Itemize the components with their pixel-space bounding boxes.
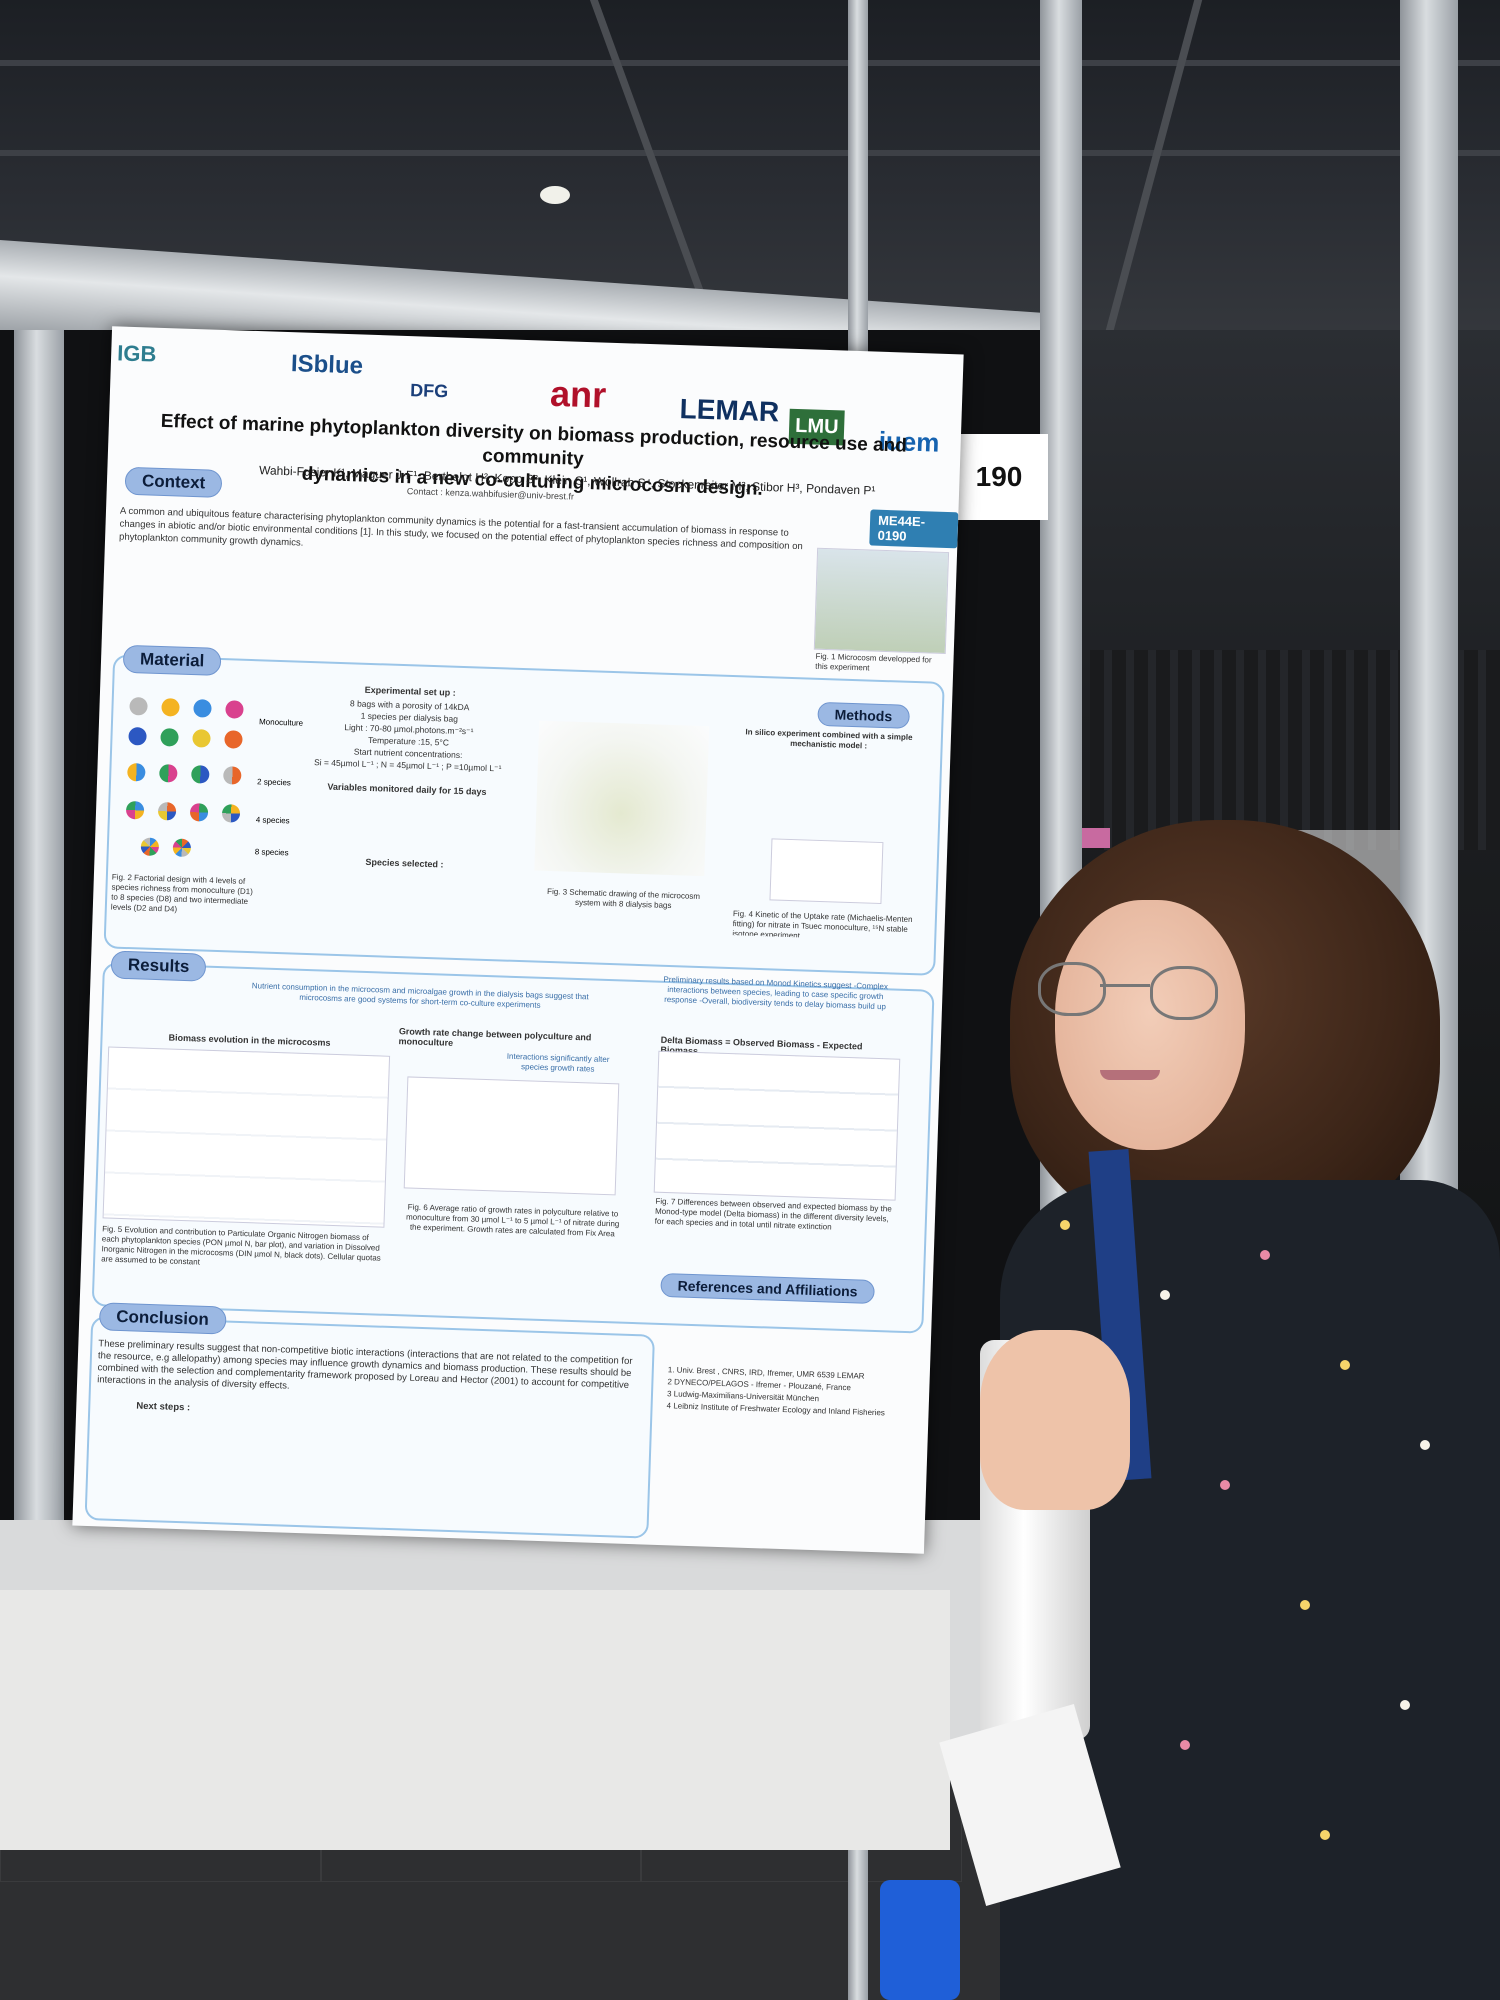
ceiling-truss [1105,0,1203,330]
logo-anr: anr [549,372,607,416]
section-methods: Methods [817,701,910,729]
logo-igb: IGB [116,340,157,367]
logo-dfg: DFG [409,380,449,402]
poster-number-card: 190 [950,434,1048,520]
ceiling-truss [589,0,719,330]
ceiling-beam [0,150,1500,156]
section-conclusion: Conclusion [98,1302,227,1335]
logo-lemar: LEMAR [679,393,780,428]
fig2-caption: Fig. 2 Factorial design with 4 levels of… [110,872,253,914]
person-mouth [1100,1070,1160,1080]
fig1-caption: Fig. 1 Microcosm developped for this exp… [815,651,932,673]
fig6-caption: Fig. 6 Average ratio of growth rates in … [405,1202,620,1239]
ceiling-light [540,186,570,204]
microcosm-photo [813,547,950,655]
section-material: Material [122,644,222,677]
logo-isblue: ISblue [290,350,364,380]
level-label: 4 species [255,815,290,826]
microcosm-schematic [534,720,710,877]
level-label: Monoculture [258,717,304,728]
fig5-biomass-chart [102,1046,391,1228]
level-label: 2 species [256,777,292,788]
blouse-flower [1060,1220,1070,1230]
blue-bag [880,1880,960,2000]
glasses-left-lens [1038,962,1106,1016]
frame-post-left [14,330,64,1530]
poster: IGB ISblue DFG anr LEMAR LMU iuem Effect… [72,326,964,1554]
context-text: A common and ubiquitous feature characte… [118,505,803,553]
blouse-flower [1220,1480,1230,1490]
section-results: Results [110,950,207,982]
results-note-2: Preliminary results based on Monod Kinet… [663,974,889,1012]
blouse-flower [1260,1250,1270,1260]
distant-sign [1080,828,1110,848]
blouse-flower [1320,1830,1330,1840]
fig5-caption: Fig. 5 Evolution and contribution to Par… [101,1224,381,1267]
fig7-delta-chart [653,1050,901,1201]
chart6-note: Interactions significantly alter species… [506,1051,610,1074]
section-context: Context [124,466,223,498]
blouse-flower [1180,1740,1190,1750]
fig7-caption: Fig. 7 Differences between observed and … [654,1196,892,1232]
blouse-flower [1160,1290,1170,1300]
level-label: 8 species [254,847,289,858]
fig4-uptake-chart [769,838,884,905]
glasses-bridge [1100,984,1150,987]
blouse-flower [1420,1440,1430,1450]
blouse-flower [1400,1700,1410,1710]
paper-sheet [0,1590,950,1850]
poster-code-badge: ME44E-0190 [869,509,959,549]
person-hands [980,1330,1130,1510]
blouse-flower [1340,1360,1350,1370]
glasses-right-lens [1150,966,1218,1020]
blouse-flower [1300,1600,1310,1610]
person-face [1055,900,1245,1150]
fig6-growth-chart [403,1076,620,1196]
ceiling-beam [0,60,1500,66]
